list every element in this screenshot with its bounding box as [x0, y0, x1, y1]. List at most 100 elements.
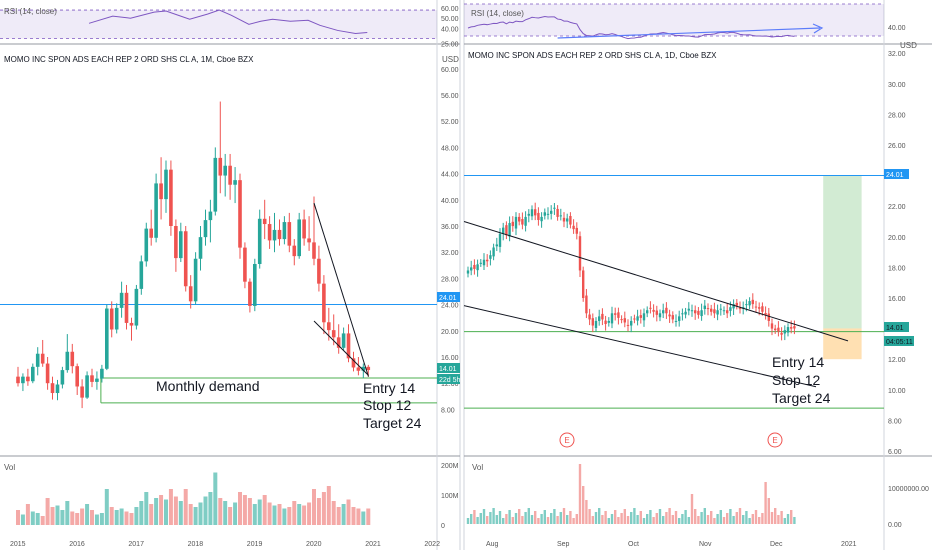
left-price-tick: 40.00 — [441, 198, 459, 205]
daily-volume-bar — [546, 517, 550, 524]
daily-volume-bar — [732, 516, 735, 524]
daily-candle-body — [636, 316, 639, 321]
left-currency-label: USD — [442, 55, 459, 64]
daily-volume-bar — [674, 511, 678, 524]
volume-bar — [341, 504, 346, 525]
daily-candle-body — [543, 212, 546, 216]
left-price-pane — [0, 101, 437, 409]
candle-body — [282, 222, 287, 240]
daily-volume-bar — [649, 510, 652, 524]
volume-bar — [70, 511, 75, 525]
volume-bar — [262, 495, 267, 525]
daily-volume-bar — [738, 508, 742, 524]
left-time-tick: 2015 — [10, 541, 26, 548]
earnings-marker-1[interactable]: E — [559, 432, 575, 448]
daily-volume-bar — [511, 517, 514, 524]
right-price-tick: 20.00 — [888, 235, 906, 242]
daily-volume-bar — [642, 518, 646, 524]
daily-volume-bar — [630, 512, 633, 524]
left-time-tick: 2019 — [247, 541, 263, 548]
svg-text:04:05:11: 04:05:11 — [886, 339, 913, 346]
daily-volume-bar — [607, 518, 610, 524]
daily-volume-bar — [566, 515, 569, 524]
daily-candle-body — [761, 306, 764, 312]
right-price-tick: 26.00 — [888, 143, 906, 150]
daily-volume-bar — [479, 513, 482, 524]
daily-volume-bar — [729, 509, 732, 524]
volume-bar — [168, 489, 173, 525]
left-price-tick: 44.00 — [441, 172, 459, 179]
candle-body — [203, 220, 208, 238]
volume-bar — [297, 504, 302, 525]
daily-volume-bar — [543, 510, 546, 524]
daily-volume-bar — [636, 515, 639, 524]
daily-volume-bar — [687, 517, 690, 524]
candle-body — [100, 368, 104, 379]
earnings-marker-2[interactable]: E — [767, 432, 783, 448]
candle-body — [341, 333, 346, 348]
candle-body — [257, 218, 262, 264]
daily-volume-bar — [569, 511, 572, 524]
candle-body — [331, 330, 336, 338]
svg-text:E: E — [772, 436, 777, 445]
daily-volume-bar — [761, 513, 764, 524]
right-chart-title: MOMO INC SPON ADS EACH REP 2 ORD SHS CL … — [468, 51, 717, 60]
daily-volume-bar — [767, 498, 770, 524]
daily-volume-bar — [726, 513, 729, 524]
volume-bar — [366, 508, 371, 525]
volume-bar — [326, 486, 331, 525]
daily-volume-bar — [553, 509, 556, 524]
candle-body — [213, 157, 218, 212]
candle-body — [129, 322, 134, 326]
daily-candle-body — [617, 312, 620, 318]
wedge-upper-line — [313, 202, 369, 377]
volume-bar — [282, 508, 287, 525]
daily-candle-body — [700, 310, 703, 317]
daily-candle-body — [476, 264, 479, 271]
daily-volume-bar — [694, 509, 697, 524]
candle-body — [183, 231, 188, 287]
candle-body — [198, 237, 203, 259]
daily-volume-bar — [505, 514, 508, 524]
daily-volume-bar — [575, 514, 578, 524]
volume-bar — [223, 501, 228, 525]
volume-bar — [233, 502, 238, 525]
daily-candle-body — [495, 244, 498, 247]
daily-volume-bar — [633, 508, 636, 524]
candle-body — [346, 333, 351, 359]
volume-bar — [331, 501, 336, 525]
daily-volume-bar — [604, 511, 607, 524]
candle-body — [361, 366, 366, 371]
volume-bar — [178, 501, 183, 525]
volume-bar — [114, 510, 119, 525]
right-countdown-badge: 04:05:11 — [884, 336, 914, 346]
daily-candle-body — [767, 313, 770, 321]
daily-candle-body — [786, 327, 790, 333]
left-target-annotation: Target 24 — [363, 415, 422, 431]
left-price-tick: 16.00 — [441, 355, 459, 362]
candle-body — [40, 353, 45, 364]
volume-bar — [16, 510, 20, 525]
right-price-tick: 30.00 — [888, 82, 906, 89]
daily-candle-body — [754, 306, 758, 308]
daily-candle-body — [562, 217, 566, 222]
daily-volume-bar — [598, 508, 601, 524]
candle-body — [114, 307, 119, 330]
left-rsi-tick: 50.00 — [441, 16, 459, 23]
volume-bar — [203, 496, 208, 525]
daily-candle-body — [598, 316, 601, 321]
candle-body — [272, 229, 277, 241]
right-target-annotation: Target 24 — [772, 390, 831, 406]
right-rsi-band — [464, 4, 884, 36]
volume-bar — [277, 504, 282, 525]
daily-candle-body — [623, 318, 626, 323]
daily-candle-body — [479, 262, 482, 264]
daily-candle-body — [646, 310, 649, 314]
daily-volume-bar — [745, 511, 748, 524]
daily-candle-body — [729, 307, 732, 311]
candle-body — [21, 376, 25, 384]
daily-volume-bar — [534, 511, 537, 524]
rsi-line — [88, 9, 368, 35]
daily-candle-body — [668, 314, 671, 317]
